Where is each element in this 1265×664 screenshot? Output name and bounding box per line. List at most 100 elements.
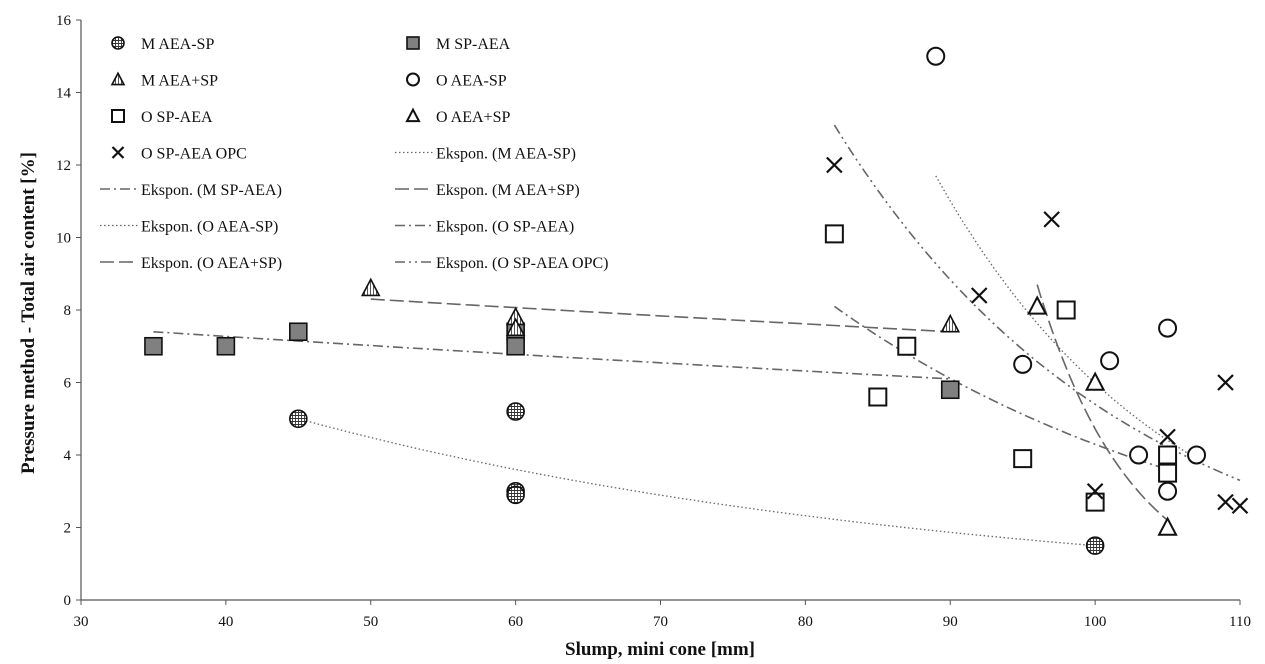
data-point (1217, 374, 1234, 391)
marker-shape (1217, 493, 1234, 511)
data-point (940, 313, 961, 333)
data-point (216, 336, 236, 356)
y-tick-label: 2 (64, 521, 72, 537)
trendline (153, 331, 951, 380)
data-point (1084, 371, 1106, 391)
data-point (289, 409, 308, 429)
x-axis-title: Slump, mini cone [mm] (565, 639, 755, 660)
marker-shape (826, 156, 843, 174)
data-point (1043, 211, 1060, 228)
marker-shape (505, 317, 526, 337)
legend-swatch (406, 36, 420, 50)
data-point (897, 336, 917, 356)
data-point (868, 387, 888, 407)
data-point (1158, 481, 1178, 501)
trendline (1036, 284, 1169, 521)
legend-label: Ekspon. (M AEA-SP) (436, 146, 576, 163)
legend-swatch (111, 109, 125, 123)
data-point (1158, 463, 1178, 483)
data-point (1187, 445, 1207, 465)
marker-shape (111, 36, 125, 50)
x-tick-label: 70 (653, 614, 668, 630)
legend-swatch (111, 36, 125, 50)
marker-shape (360, 277, 381, 297)
legend-label: Ekspon. (O AEA-SP) (141, 219, 278, 236)
marker-shape (1187, 445, 1207, 465)
data-point (1159, 428, 1176, 446)
marker-shape (406, 72, 420, 87)
legend: M AEA-SP M SP-AEA M AEA+SP O AEA-SP O SP-AEA… (100, 36, 608, 272)
legend-label: Ekspon. (O SP-AEA OPC) (436, 255, 608, 272)
marker-shape (216, 336, 236, 356)
data-point (506, 336, 525, 356)
marker-shape (1013, 449, 1033, 469)
legend-swatch (405, 107, 421, 123)
marker-shape (970, 287, 988, 304)
marker-shape (1158, 481, 1178, 501)
trendline (370, 298, 951, 333)
legend-label: O AEA+SP (436, 109, 510, 126)
y-tick-label: 16 (56, 13, 72, 29)
x-tick-label: 90 (943, 614, 958, 630)
marker-shape (289, 409, 308, 429)
marker-shape (1100, 351, 1120, 371)
y-tick-label: 8 (64, 303, 72, 319)
data-point (1056, 300, 1076, 320)
marker-shape (926, 46, 946, 66)
legend-label: Ekspon. (O AEA+SP) (141, 255, 282, 272)
legend-label: Ekspon. (O SP-AEA) (436, 219, 574, 236)
data-point (1231, 497, 1249, 515)
marker-shape (1086, 482, 1104, 500)
data-point (1013, 354, 1033, 374)
marker-shape (111, 146, 125, 159)
y-tick-label: 12 (56, 158, 71, 174)
marker-shape (144, 336, 163, 356)
legend-label: Ekspon. (M SP-AEA) (141, 182, 282, 199)
marker-shape (1084, 371, 1106, 391)
marker-shape (940, 380, 960, 400)
legend-label: Ekspon. (M AEA+SP) (436, 182, 580, 199)
data-point (926, 46, 946, 66)
trendline (833, 305, 1168, 471)
trendline (935, 175, 1197, 460)
marker-shape (111, 109, 125, 123)
marker-shape (1159, 428, 1176, 446)
legend-swatch (406, 72, 420, 87)
data-point (506, 402, 525, 421)
data-point (1086, 482, 1104, 500)
data-point (1158, 445, 1178, 465)
x-tick-label: 40 (218, 614, 233, 630)
data-point (970, 287, 988, 304)
legend-label: M SP-AEA (436, 36, 511, 53)
data-point (360, 277, 381, 297)
marker-shape (1158, 463, 1178, 483)
data-point (1085, 536, 1105, 555)
data-point (1085, 492, 1105, 512)
marker-shape (1056, 300, 1076, 320)
y-tick-label: 0 (64, 593, 72, 609)
data-point (1217, 493, 1234, 511)
marker-shape (406, 36, 420, 50)
x-tick-label: 110 (1229, 614, 1251, 630)
marker-shape (506, 336, 525, 356)
marker-shape (1129, 445, 1149, 465)
y-tick-label: 14 (56, 86, 72, 102)
marker-shape (1085, 536, 1105, 555)
marker-shape (897, 336, 917, 356)
data-point (144, 336, 163, 356)
trendline (298, 418, 1096, 547)
data-point (940, 380, 960, 400)
y-tick-label: 10 (56, 231, 71, 247)
legend-label: O AEA-SP (436, 73, 507, 90)
data-point (826, 156, 843, 174)
legend-swatch (111, 146, 125, 159)
data-point (1158, 318, 1178, 338)
marker-shape (405, 107, 421, 123)
data-point (1157, 516, 1178, 536)
marker-shape (1043, 211, 1060, 228)
legend-label: O SP-AEA OPC (141, 146, 247, 163)
data-point (506, 485, 525, 505)
marker-shape (1217, 374, 1234, 391)
legend-label: M AEA+SP (141, 73, 218, 90)
trendlines (153, 124, 1241, 547)
